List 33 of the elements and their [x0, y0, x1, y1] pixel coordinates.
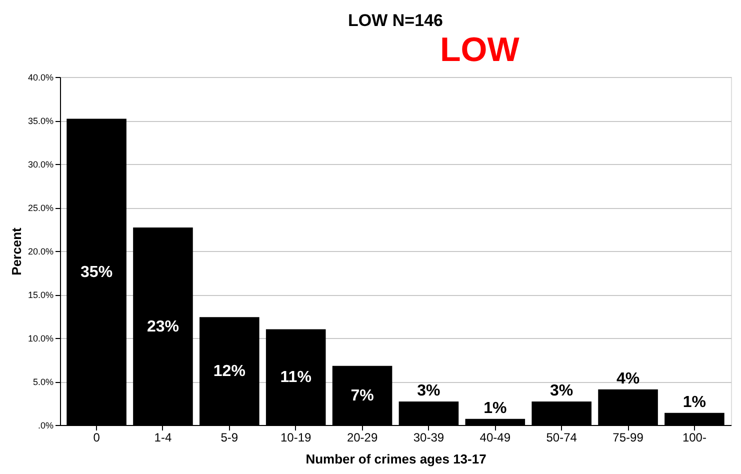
text: LOW	[440, 31, 520, 69]
x-tick-label: 1-4	[154, 430, 172, 444]
data-label: 35%	[80, 264, 113, 281]
y-tick-label: 40.0%	[28, 72, 54, 82]
y-tick-label: .0%	[38, 420, 54, 430]
x-tick-label: 100-	[682, 430, 706, 444]
data-label: 3%	[417, 382, 440, 400]
y-axis-title: Percent	[8, 226, 24, 276]
y-tick-label: 25.0%	[28, 203, 54, 213]
x-tick-label: 75-99	[612, 430, 644, 444]
x-tick-label: 30-39	[413, 430, 444, 444]
y-tick-label: 20.0%	[28, 246, 54, 256]
x-tick-label: 10-19	[280, 430, 312, 444]
x-tick-label: 20-29	[346, 430, 378, 444]
data-label: 1%	[682, 394, 706, 411]
y-tick-label: 35.0%	[28, 116, 54, 126]
data-label: 4%	[616, 370, 640, 388]
data-label: 12%	[213, 363, 246, 380]
y-tick-label: 30.0%	[28, 160, 54, 170]
x-tick-label: 0	[93, 430, 100, 444]
data-label: 3%	[550, 382, 574, 400]
y-tick-label: 5.0%	[32, 377, 54, 387]
y-tick-label: 10.0%	[28, 334, 54, 344]
data-label: 11%	[280, 369, 312, 386]
data-label: 1%	[484, 400, 507, 417]
chart-title: LOW N=146	[348, 11, 443, 30]
x-axis-title: Number of crimes ages 13-17	[306, 452, 486, 466]
x-tick-label: 50-74	[546, 430, 578, 444]
x-tick-label: 40-49	[480, 430, 511, 444]
x-tick-label: 5-9	[220, 430, 238, 444]
data-label: 7%	[350, 387, 374, 404]
data-label: 23%	[146, 318, 179, 336]
y-tick-label: 15.0%	[28, 290, 54, 300]
